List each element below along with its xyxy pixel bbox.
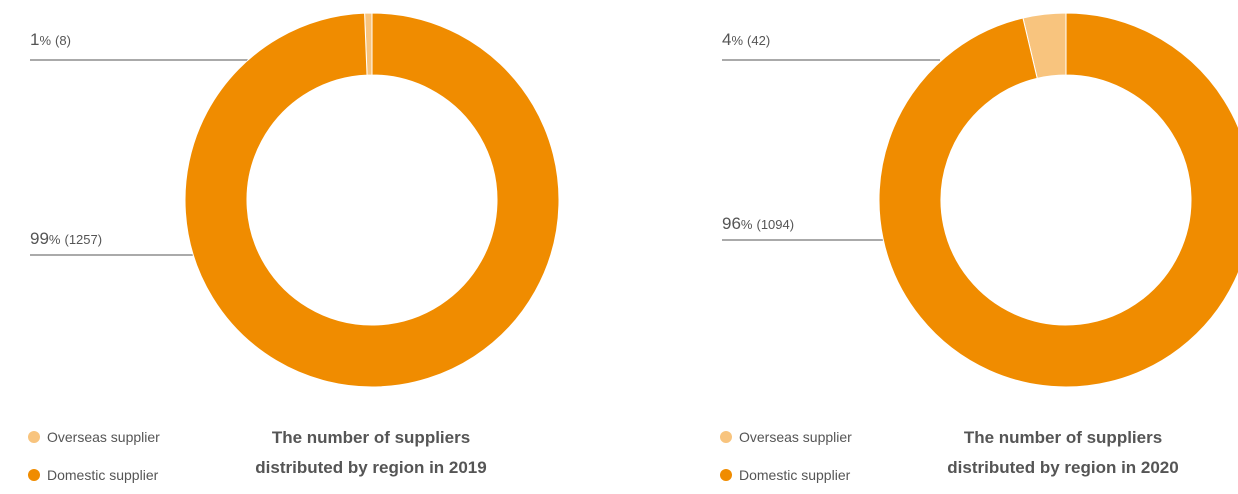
chart-panel-2020: 4% (42) 96% (1094) Overseas supplier Domes… — [690, 0, 1238, 485]
percent-value: 4 — [722, 30, 732, 49]
legend-label: Domestic supplier — [739, 467, 851, 483]
legend-item-domestic: Domestic supplier — [28, 456, 160, 494]
overseas-swatch-icon — [720, 431, 732, 443]
percent-sign: % — [48, 232, 61, 247]
domestic-swatch-icon — [720, 469, 732, 481]
overseas-swatch-icon — [28, 431, 40, 443]
chart-title-2019: The number of suppliers distributed by r… — [255, 428, 487, 477]
donut-chart-2020 — [722, 12, 1238, 388]
donut-chart-2019 — [30, 12, 560, 388]
slice-domestic — [184, 12, 560, 388]
domestic-swatch-icon — [28, 469, 40, 481]
legend-label: Domestic supplier — [47, 467, 159, 483]
count-value: (42) — [747, 33, 771, 48]
legend-label: Overseas supplier — [739, 429, 852, 445]
count-value: (8) — [55, 33, 71, 48]
count-value: (1094) — [756, 217, 795, 232]
percent-sign: % — [740, 217, 753, 232]
percent-value: 1 — [30, 30, 40, 49]
percent-value: 99 — [30, 229, 49, 248]
label-domestic-2019: 99% (1257) — [30, 229, 102, 249]
label-domestic-2020: 96% (1094) — [722, 214, 794, 234]
legend-label: Overseas supplier — [47, 429, 160, 445]
slice-domestic — [878, 12, 1238, 388]
count-value: (1257) — [64, 232, 103, 247]
percent-sign: % — [39, 33, 52, 48]
legend-2020: Overseas supplier Domestic supplier — [720, 418, 852, 494]
label-overseas-2020: 4% (42) — [722, 30, 770, 50]
percent-sign: % — [731, 33, 744, 48]
legend-item-overseas: Overseas supplier — [720, 418, 852, 456]
legend-item-overseas: Overseas supplier — [28, 418, 160, 456]
label-overseas-2019: 1% (8) — [30, 30, 71, 50]
legend-2019: Overseas supplier Domestic supplier — [28, 418, 160, 494]
chart-panel-2019: 1% (8) 99% (1257) Overseas supplier Domest… — [0, 0, 620, 485]
percent-value: 96 — [722, 214, 741, 233]
legend-item-domestic: Domestic supplier — [720, 456, 852, 494]
chart-title-2020: The number of suppliers distributed by r… — [947, 428, 1179, 477]
